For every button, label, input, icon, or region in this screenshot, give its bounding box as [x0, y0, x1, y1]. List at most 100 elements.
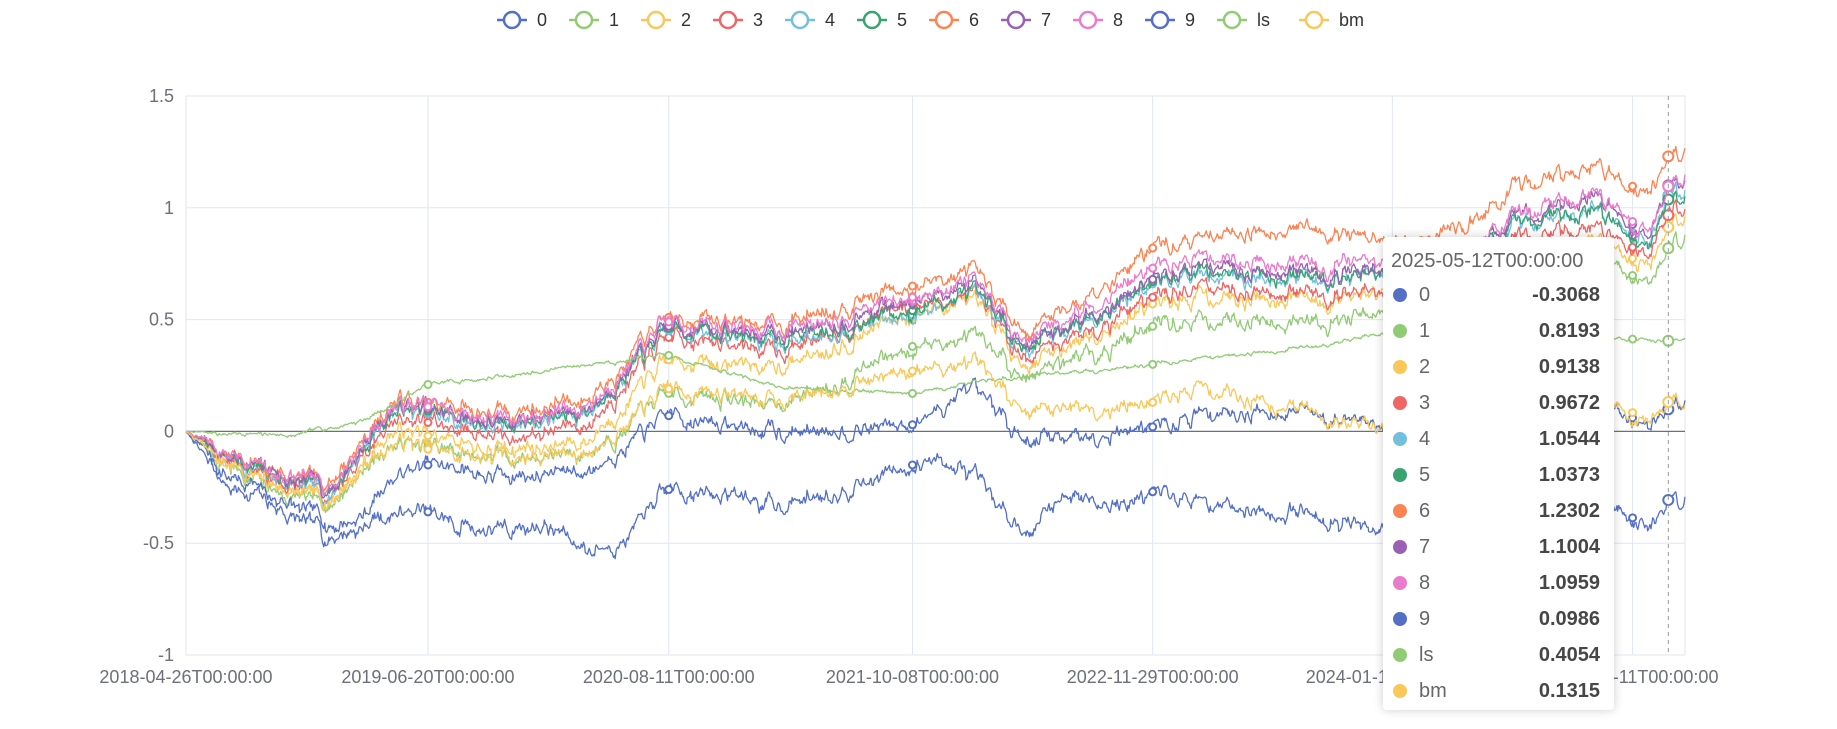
legend-item-4: 4	[785, 10, 835, 30]
series-marker-0	[907, 460, 917, 470]
tooltip-series-value: 1.0373	[1538, 463, 1600, 486]
series-color-dot-icon	[1393, 288, 1407, 302]
tooltip-series-name: 9	[1419, 607, 1431, 630]
tooltip-series-name: 1	[1419, 319, 1431, 342]
y-tick-label: 0.5	[149, 310, 174, 330]
series-color-dot-icon	[1393, 468, 1407, 482]
series-marker-bm	[664, 384, 674, 394]
legend-label: 6	[969, 10, 979, 30]
series-marker-9	[664, 411, 674, 421]
legend-circle-icon	[1222, 10, 1242, 30]
legend-item-ls: ls	[1217, 10, 1270, 30]
series-marker-bm	[1148, 397, 1158, 407]
series-color-dot-icon	[1393, 504, 1407, 518]
series-marker-9	[907, 420, 917, 430]
legend-label: 1	[609, 10, 619, 30]
tooltip-series-name: 3	[1419, 391, 1431, 414]
series-color-dot-icon	[1393, 684, 1407, 698]
legend-item-5: 5	[857, 10, 907, 30]
legend-item-bm: bm	[1299, 10, 1364, 30]
series-marker-1	[907, 341, 917, 351]
series-marker-0	[423, 507, 433, 517]
tooltip-series-name: ls	[1419, 643, 1434, 666]
series-marker-bm	[1628, 408, 1638, 418]
series-color-dot-icon	[1393, 432, 1407, 446]
tooltip-series-value: 1.0544	[1538, 427, 1600, 450]
legend-item-1: 1	[569, 10, 619, 30]
legend-circle-icon	[1150, 10, 1170, 30]
legend-item-6: 6	[929, 10, 979, 30]
legend-circle-icon	[1304, 10, 1324, 30]
series-color-dot-icon	[1393, 648, 1407, 662]
series-marker-5	[907, 306, 917, 316]
tooltip-series-value: 0.9672	[1538, 391, 1600, 414]
legend-item-3: 3	[713, 10, 763, 30]
tooltip-row: 8 1.0959	[1391, 565, 1606, 601]
tooltip-row: 7 1.1004	[1391, 529, 1606, 565]
tooltip-row: 9 0.0986	[1391, 601, 1606, 637]
series-marker-7	[1148, 274, 1158, 284]
y-tick-label: -0.5	[143, 533, 174, 553]
tooltip-row: 0 -0.3068	[1391, 277, 1606, 313]
series-marker-8	[664, 317, 674, 327]
tooltip-series-name: 7	[1419, 535, 1431, 558]
series-marker-8	[1628, 216, 1638, 226]
tooltip-series-name: 0	[1419, 283, 1431, 306]
legend-label: 4	[825, 10, 835, 30]
y-tick-label: 1.5	[149, 86, 174, 106]
series-marker-9	[423, 460, 433, 470]
series-color-dot-icon	[1393, 576, 1407, 590]
legend-item-2: 2	[641, 10, 691, 30]
series-marker-8	[907, 292, 917, 302]
tooltip-series-name: 6	[1419, 499, 1431, 522]
legend-label: bm	[1339, 10, 1364, 30]
series-marker-ls	[907, 388, 917, 398]
y-tick-label: 1	[164, 198, 174, 218]
series-marker-ls	[1628, 334, 1638, 344]
tooltip-series-value: 0.8193	[1538, 319, 1600, 342]
series-marker-2	[1628, 253, 1638, 263]
series-color-dot-icon	[1393, 540, 1407, 554]
series-color-dot-icon	[1393, 612, 1407, 626]
legend-label: 3	[753, 10, 763, 30]
legend-label: 7	[1041, 10, 1051, 30]
series-marker-9	[1148, 422, 1158, 432]
legend-label: 2	[681, 10, 691, 30]
tooltip-series-value: 0.0986	[1538, 607, 1600, 630]
tooltip-series-name: 5	[1419, 463, 1431, 486]
tooltip-row: ls 0.4054	[1391, 637, 1606, 673]
legend-circle-icon	[574, 10, 594, 30]
legend-circle-icon	[790, 10, 810, 30]
legend-item-8: 8	[1073, 10, 1123, 30]
tooltip-series-value: 0.1315	[1538, 679, 1600, 702]
series-marker-6	[907, 281, 917, 291]
series-marker-8	[1148, 263, 1158, 273]
x-tick-label: 2021-10-08T00:00:00	[826, 667, 999, 687]
legend-item-7: 7	[1001, 10, 1051, 30]
tooltip-series-name: 8	[1419, 571, 1431, 594]
series-marker-3	[423, 417, 433, 427]
series-marker-3	[1148, 292, 1158, 302]
legend-circle-icon	[1006, 10, 1026, 30]
tooltip-rows: 0 -0.3068 1 0.8193 2 0.9138 3 0.9672 4 1.0544 5 1.0…	[1391, 277, 1606, 709]
series-marker-6	[1148, 243, 1158, 253]
legend-label: 5	[897, 10, 907, 30]
tooltip-row: 1 0.8193	[1391, 313, 1606, 349]
series-marker-8	[423, 402, 433, 412]
x-tick-label: 2018-04-26T00:00:00	[99, 667, 272, 687]
tooltip-series-value: 0.4054	[1538, 643, 1600, 666]
tooltip-series-value: -0.3068	[1532, 283, 1600, 306]
series-marker-1	[1628, 270, 1638, 280]
tooltip-row: 6 1.2302	[1391, 493, 1606, 529]
legend-label: ls	[1257, 10, 1270, 30]
series-marker-0	[1148, 487, 1158, 497]
legend-label: 8	[1113, 10, 1123, 30]
tooltip-row: 2 0.9138	[1391, 349, 1606, 385]
tooltip-series-value: 1.0959	[1538, 571, 1600, 594]
legend-label: 0	[537, 10, 547, 30]
tooltip-series-name: 2	[1419, 355, 1431, 378]
tooltip-title: 2025-05-12T00:00:00	[1391, 250, 1584, 272]
legend: 0 1 2 3 4 5 6 7 8 9 ls bm	[497, 10, 1364, 30]
chart-tooltip: 2025-05-12T00:00:00 0 -0.3068 1 0.8193 2 0.91…	[1383, 237, 1614, 710]
